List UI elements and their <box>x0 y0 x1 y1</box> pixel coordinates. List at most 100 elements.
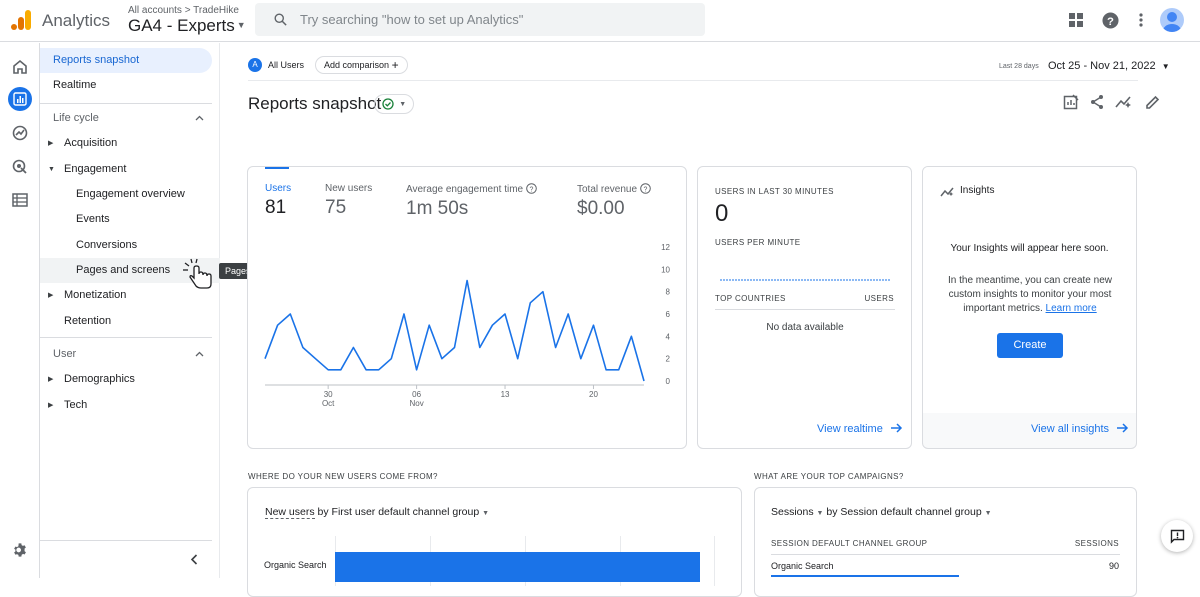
metric-tab-users[interactable]: Users 81 <box>265 183 291 219</box>
page-title: Reports snapshot <box>248 94 382 113</box>
reports-nav: Reports snapshot Realtime Life cycle ▶ Ac… <box>40 43 220 578</box>
help-icon[interactable]: ? <box>1100 10 1120 30</box>
avatar[interactable] <box>1160 8 1184 32</box>
apps-grid-icon[interactable] <box>1066 10 1086 30</box>
chevron-up-icon <box>195 115 204 121</box>
col-metric-header: SESSIONS <box>1074 539 1119 548</box>
table-row-value: 90 <box>1108 561 1119 571</box>
segment-label: All Users <box>268 60 305 70</box>
metric-tab-new-users[interactable]: New users 75 <box>325 183 372 219</box>
insights-sparkle-icon <box>940 187 954 197</box>
users-column-caption: USERS <box>864 294 894 303</box>
nav-tech[interactable]: ▶ Tech <box>40 393 212 418</box>
realtime-card: USERS IN LAST 30 MINUTES 0 USERS PER MIN… <box>697 166 912 449</box>
insights-sparkle-icon[interactable] <box>1113 92 1133 112</box>
search-icon <box>274 13 287 26</box>
nav-section-user[interactable]: User <box>40 342 212 367</box>
view-realtime-link[interactable]: View realtime <box>817 423 903 435</box>
home-icon[interactable] <box>8 55 32 79</box>
feedback-button[interactable] <box>1161 520 1193 552</box>
property-name: GA4 - Experts <box>128 16 235 35</box>
no-data-message: No data available <box>766 322 844 333</box>
nav-events[interactable]: Events <box>40 207 212 232</box>
metric-label: New users <box>325 183 373 194</box>
arrow-right-icon <box>890 423 902 433</box>
edit-pencil-icon[interactable] <box>1142 92 1162 112</box>
new-users-section-heading: WHERE DO YOUR NEW USERS COME FROM? <box>248 472 438 481</box>
y-tick-label: 2 <box>666 355 671 364</box>
users-series-line <box>264 279 645 382</box>
nav-divider <box>40 337 212 338</box>
new-users-dimension-selector[interactable]: New users by First user default channel … <box>265 506 489 519</box>
nav-label: Reports snapshot <box>53 54 140 66</box>
check-circle-icon <box>382 98 394 110</box>
date-range-picker[interactable]: Oct 25 - Nov 21, 2022 ▼ <box>1048 60 1170 72</box>
nav-label: Engagement overview <box>76 188 185 200</box>
top-bar: Analytics All accounts > TradeHike GA4 -… <box>0 0 1200 42</box>
share-icon[interactable] <box>1087 92 1107 112</box>
search-bar[interactable]: Try searching "how to set up Analytics" <box>255 3 705 36</box>
reports-icon[interactable] <box>8 87 32 111</box>
customize-report-icon[interactable] <box>1061 92 1081 112</box>
metric-tab-total-revenue[interactable]: Total revenue? $0.00 <box>577 183 651 220</box>
nav-engagement-overview[interactable]: Engagement overview <box>40 182 212 207</box>
metric-value: $0.00 <box>577 198 625 219</box>
account-breadcrumb[interactable]: All accounts > TradeHike <box>128 5 239 16</box>
metric-value: 81 <box>265 197 287 218</box>
create-insight-button[interactable]: Create <box>997 333 1063 358</box>
nav-acquisition[interactable]: ▶ Acquisition <box>40 131 212 156</box>
nav-label: Pages and screens <box>76 264 171 276</box>
campaigns-section-heading: WHAT ARE YOUR TOP CAMPAIGNS? <box>754 472 904 481</box>
y-tick-label: 12 <box>661 243 670 252</box>
realtime-users-value: 0 <box>715 200 729 227</box>
metric-tab-avg-engagement[interactable]: Average engagement time? 1m 50s <box>406 183 537 220</box>
nav-pages-and-screens[interactable]: Pages and screens <box>40 258 220 283</box>
view-all-insights-link[interactable]: View all insights <box>1031 423 1129 435</box>
nav-reports-snapshot[interactable]: Reports snapshot <box>40 48 212 73</box>
x-tick-label: 20 <box>589 390 598 399</box>
nav-conversions[interactable]: Conversions <box>40 233 212 258</box>
nav-realtime[interactable]: Realtime <box>40 73 212 98</box>
nav-demographics[interactable]: ▶ Demographics <box>40 367 212 392</box>
campaigns-dimension-selector[interactable]: Sessions ▼ by Session default channel gr… <box>771 506 992 518</box>
plus-icon: + <box>391 58 399 72</box>
add-comparison-button[interactable]: Add comparison + <box>315 56 408 74</box>
insights-soon-text: Your Insights will appear here soon. <box>950 243 1109 254</box>
top-countries-caption: TOP COUNTRIES <box>715 294 786 303</box>
segment-chip[interactable]: A All Users <box>248 56 304 74</box>
svg-text:?: ? <box>644 186 648 193</box>
more-vert-icon[interactable] <box>1131 10 1151 30</box>
left-rail <box>0 43 40 578</box>
pointer-hand-icon <box>183 258 212 289</box>
organic-search-bar <box>335 552 700 582</box>
analytics-logo-icon[interactable] <box>10 9 32 31</box>
nav-monetization[interactable]: ▶ Monetization <box>40 283 212 308</box>
nav-retention[interactable]: Retention <box>40 309 212 334</box>
arrow-right-icon <box>1117 423 1129 433</box>
explore-icon[interactable] <box>8 121 32 145</box>
nav-label: Demographics <box>64 373 135 385</box>
collapse-nav-chevron-icon[interactable] <box>190 554 198 565</box>
help-outline-icon[interactable]: ? <box>526 183 537 194</box>
learn-more-link[interactable]: Learn more <box>1045 303 1097 314</box>
expand-arrow-icon: ▶ <box>48 292 54 299</box>
nav-engagement[interactable]: ▼ Engagement <box>40 157 212 182</box>
nav-label: Engagement <box>64 163 127 175</box>
y-tick-label: 4 <box>666 332 671 341</box>
help-outline-icon[interactable]: ? <box>640 183 651 194</box>
nav-label: Acquisition <box>64 137 118 149</box>
property-selector[interactable]: GA4 - Experts ▼ <box>128 16 246 36</box>
expand-arrow-icon: ▶ <box>48 376 54 383</box>
advertising-icon[interactable] <box>8 155 32 179</box>
settings-gear-icon[interactable] <box>8 538 32 562</box>
nav-divider <box>40 103 212 104</box>
date-range-label: Last 28 days <box>999 63 1039 70</box>
nav-section-life-cycle[interactable]: Life cycle <box>40 106 212 131</box>
x-tick-label: 30 <box>324 390 333 399</box>
configure-list-icon[interactable] <box>8 188 32 212</box>
active-tab-indicator <box>265 167 289 169</box>
search-placeholder: Try searching "how to set up Analytics" <box>300 12 524 27</box>
feedback-icon <box>1170 529 1184 544</box>
realtime-users-caption: USERS IN LAST 30 MINUTES <box>715 187 834 196</box>
report-status-dropdown[interactable]: ▼ <box>374 94 414 114</box>
